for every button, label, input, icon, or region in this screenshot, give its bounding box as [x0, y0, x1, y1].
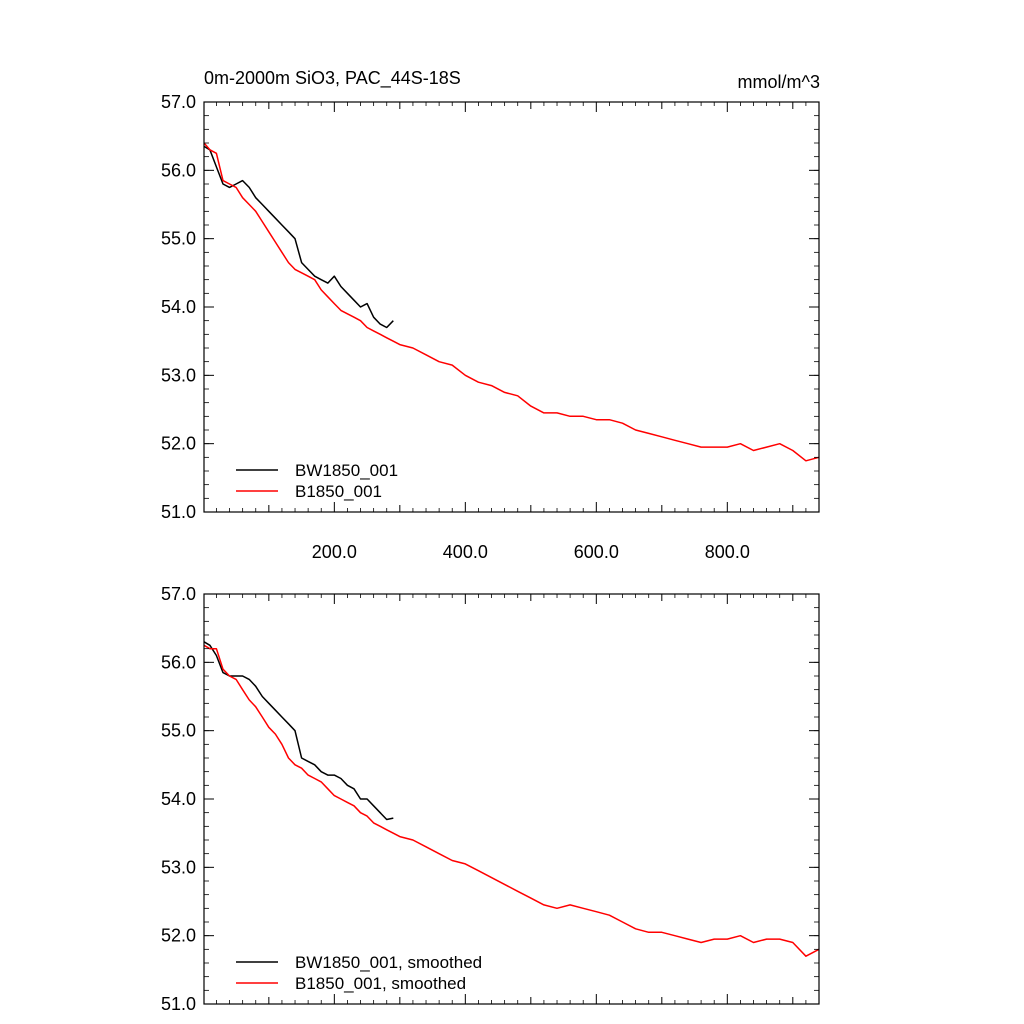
chart-top: 0m-2000m SiO3, PAC_44S-18S mmol/m^3 51.0…	[161, 68, 820, 562]
axis-ticks-top: 51.0 52.0 53.0 54.0 55.0 56.0 57.0 200.0 400.0 60…	[161, 92, 820, 562]
legend-label-b1850: B1850_001	[295, 482, 382, 501]
x-tick-label: 400.0	[443, 542, 488, 562]
plot-area-bottom	[203, 641, 820, 957]
series-line-bw1850	[203, 641, 394, 821]
y-tick-label: 52.0	[161, 926, 196, 946]
legend-label-bw1850-smoothed: BW1850_001, smoothed	[295, 953, 482, 972]
legend-label-b1850-smoothed: B1850_001, smoothed	[295, 974, 466, 993]
y-tick-label: 55.0	[161, 721, 196, 741]
y-tick-label: 56.0	[161, 160, 196, 180]
chart-title: 0m-2000m SiO3, PAC_44S-18S	[204, 68, 461, 89]
legend-top: BW1850_001 B1850_001	[236, 461, 398, 501]
y-tick-label: 51.0	[161, 502, 196, 522]
y-tick-label: 57.0	[161, 584, 196, 604]
y-tick-label: 53.0	[161, 365, 196, 385]
y-tick-label: 54.0	[161, 789, 196, 809]
y-tick-label: 54.0	[161, 297, 196, 317]
chart-bottom: 51.0 52.0 53.0 54.0 55.0 56.0 57.0 BW1850_001,…	[161, 584, 820, 1014]
y-tick-label: 51.0	[161, 994, 196, 1014]
plot-frame-bottom	[203, 593, 820, 1005]
y-tick-label: 52.0	[161, 434, 196, 454]
x-tick-label: 800.0	[705, 542, 750, 562]
legend-bottom: BW1850_001, smoothed B1850_001, smoothed	[236, 953, 482, 993]
x-tick-label: 200.0	[312, 542, 357, 562]
series-line-bw1850	[203, 145, 394, 329]
units-label: mmol/m^3	[738, 72, 820, 92]
axis-ticks-bottom: 51.0 52.0 53.0 54.0 55.0 56.0 57.0	[161, 584, 820, 1014]
y-tick-label: 55.0	[161, 229, 196, 249]
y-tick-label: 56.0	[161, 652, 196, 672]
y-tick-label: 57.0	[161, 92, 196, 112]
y-tick-label: 53.0	[161, 857, 196, 877]
series-line-b1850	[203, 142, 820, 462]
series-line-b1850	[203, 644, 820, 957]
x-tick-label: 600.0	[574, 542, 619, 562]
plot-frame-top	[203, 101, 820, 513]
plot-area-top	[203, 142, 820, 462]
legend-label-bw1850: BW1850_001	[295, 461, 398, 480]
